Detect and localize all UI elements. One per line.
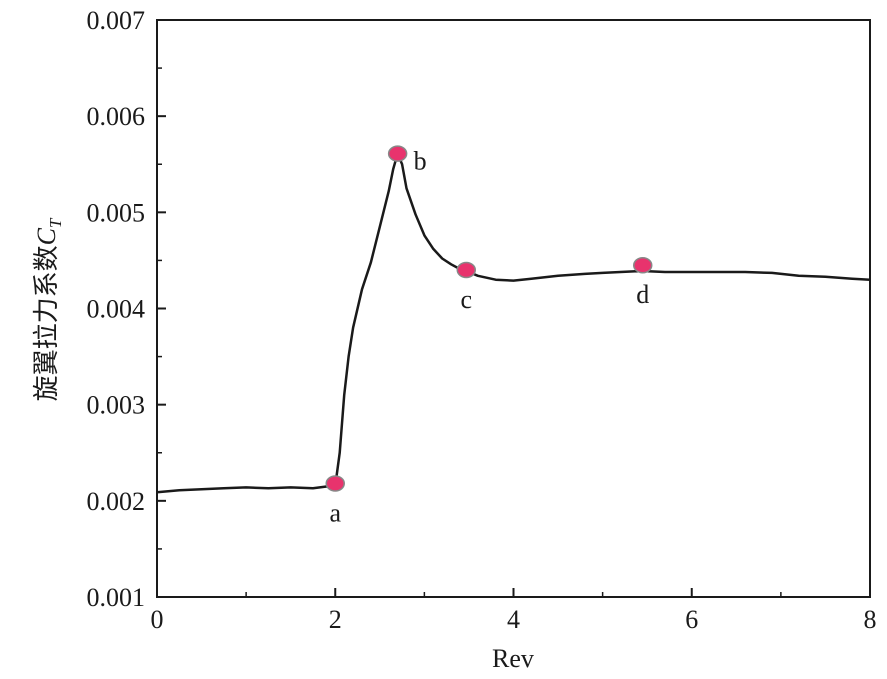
y-tick-label: 0.001	[87, 583, 146, 612]
x-tick-label: 0	[151, 605, 164, 634]
axis-ticks	[156, 19, 871, 598]
y-tick-label: 0.003	[87, 391, 146, 420]
y-tick-label: 0.007	[87, 6, 146, 35]
y-tick-label: 0.002	[87, 487, 146, 516]
x-tick-label: 2	[329, 605, 342, 634]
point-label-d: d	[636, 280, 649, 309]
y-axis-title-subscript: T	[46, 217, 65, 228]
y-tick-label: 0.005	[87, 198, 146, 227]
y-tick-label: 0.006	[87, 102, 146, 131]
y-axis-title: 旋翼拉力系数CT	[32, 217, 65, 401]
point-marker-d	[632, 256, 653, 274]
x-tick-label: 4	[507, 605, 520, 634]
point-label-b: b	[414, 147, 427, 176]
x-tick-labels: 0 2 4 6 8	[151, 605, 877, 634]
y-tick-label: 0.004	[87, 295, 146, 324]
x-tick-label: 6	[685, 605, 698, 634]
y-axis-title-symbol: C	[32, 227, 61, 245]
x-axis-title: Rev	[492, 644, 534, 673]
point-marker-c	[456, 261, 477, 279]
point-marker-a	[325, 475, 345, 492]
y-axis-title-text: 旋翼拉力系数	[32, 245, 61, 401]
plot-frame	[156, 19, 871, 598]
series-line	[156, 152, 871, 494]
y-tick-labels: 0.001 0.002 0.003 0.004 0.005 0.006 0.007	[87, 6, 146, 612]
point-label-c: c	[460, 285, 472, 314]
point-marker-b	[387, 145, 408, 162]
x-tick-label: 8	[864, 605, 877, 634]
point-label-a: a	[329, 499, 341, 528]
annotations: a b c d	[325, 145, 653, 528]
